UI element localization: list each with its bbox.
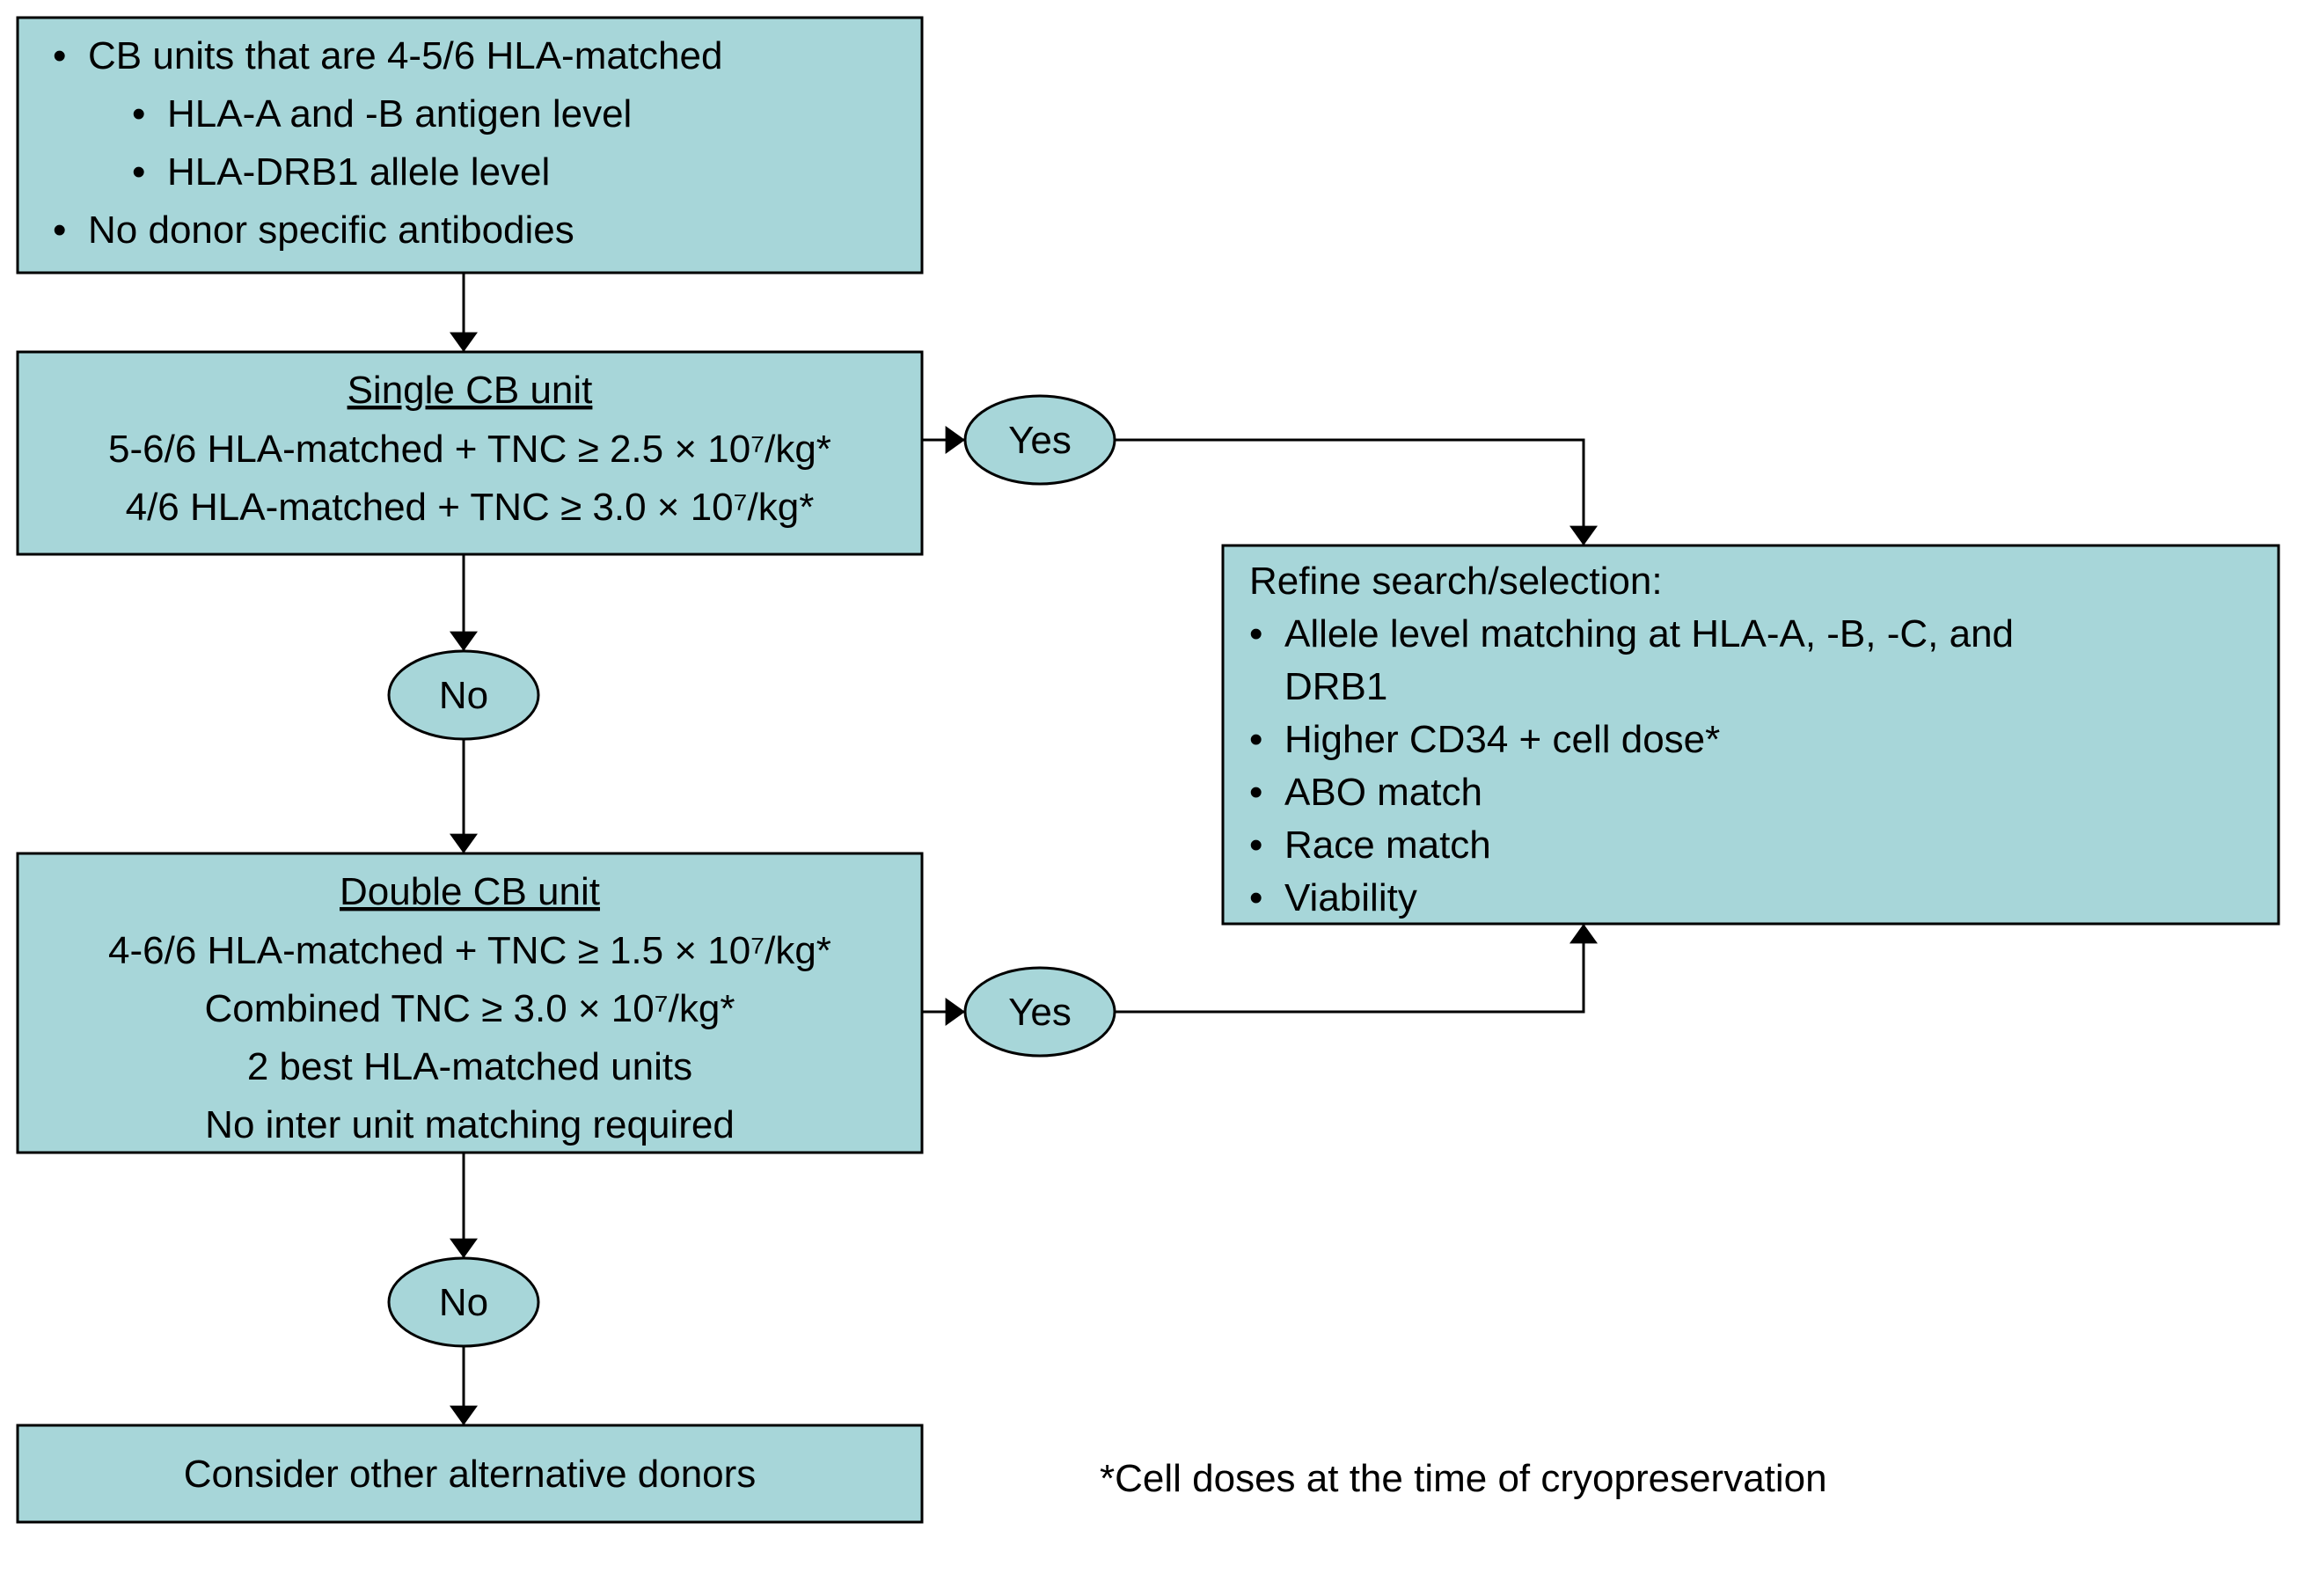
refine-bullet: Allele level matching at HLA-A, -B, -C, … [1284, 612, 2014, 655]
refine-bullet: Higher CD34 + cell dose* [1284, 718, 1720, 761]
decision-yes2-label: Yes [1008, 991, 1072, 1034]
refine-bullet: Viability [1284, 876, 1417, 919]
bullet: • [1249, 718, 1262, 761]
double-cb-line: 2 best HLA-matched units [247, 1045, 692, 1088]
initial-line: CB units that are 4-5/6 HLA-matched [88, 34, 722, 77]
initial-line: HLA-A and -B antigen level [167, 92, 632, 135]
decision-no2-label: No [439, 1281, 488, 1324]
bullet: • [1249, 876, 1262, 919]
bullet: • [1249, 612, 1262, 655]
bullet: • [132, 150, 145, 194]
footnote: *Cell doses at the time of cryopreservat… [1100, 1457, 1827, 1500]
initial-line: No donor specific antibodies [88, 209, 574, 252]
refine-bullet: Race match [1284, 824, 1491, 867]
single-cb-title: Single CB unit [348, 369, 593, 412]
refine-bullet-cont: DRB1 [1284, 665, 1387, 708]
bullet: • [132, 92, 145, 135]
double-cb-line: Combined TNC ≥ 3.0 × 10⁷/kg* [204, 987, 735, 1030]
decision-yes1-label: Yes [1008, 419, 1072, 462]
single-cb-line: 5-6/6 HLA-matched + TNC ≥ 2.5 × 10⁷/kg* [108, 428, 831, 471]
double-cb-line: No inter unit matching required [205, 1103, 735, 1146]
bullet: • [1249, 771, 1262, 814]
bullet: • [53, 209, 66, 252]
double-cb-line: 4-6/6 HLA-matched + TNC ≥ 1.5 × 10⁷/kg* [108, 929, 831, 972]
decision-no1-label: No [439, 674, 488, 717]
single-cb-line: 4/6 HLA-matched + TNC ≥ 3.0 × 10⁷/kg* [126, 486, 815, 529]
initial-line: HLA-DRB1 allele level [167, 150, 550, 194]
refine-header: Refine search/selection: [1249, 560, 1663, 603]
double-cb-title: Double CB unit [340, 870, 600, 913]
alternative-donors-text: Consider other alternative donors [184, 1453, 757, 1496]
refine-bullet: ABO match [1284, 771, 1482, 814]
bullet: • [1249, 824, 1262, 867]
bullet: • [53, 34, 66, 77]
